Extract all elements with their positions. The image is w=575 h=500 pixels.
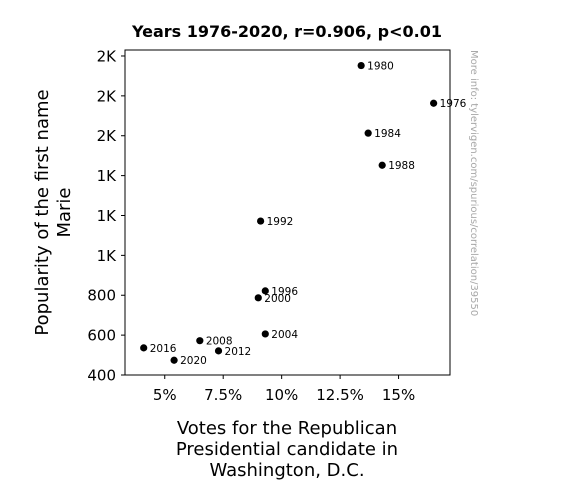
y-tick-label: 1K bbox=[97, 167, 118, 185]
data-point bbox=[170, 356, 178, 364]
x-axis-label-line: Washington, D.C. bbox=[209, 460, 364, 481]
source-watermark: More info: tylervigen.com/spurious/corre… bbox=[468, 50, 479, 316]
point-label: 1996 bbox=[271, 286, 298, 298]
data-point bbox=[196, 337, 204, 345]
data-point bbox=[214, 347, 223, 355]
data-point bbox=[430, 99, 438, 107]
chart-title: Years 1976-2020, r=0.906, p<0.01 bbox=[131, 22, 442, 41]
point-label: 2016 bbox=[150, 343, 177, 355]
y-tick-label: 2K bbox=[97, 87, 118, 105]
y-tick-label: 1K bbox=[97, 247, 118, 265]
point-label: 1992 bbox=[267, 216, 294, 228]
y-tick-label: 600 bbox=[87, 327, 116, 345]
x-axis-label-line: Presidential candidate in bbox=[176, 439, 398, 460]
data-point bbox=[357, 61, 365, 70]
point-label: 1984 bbox=[374, 128, 401, 140]
y-axis: 400 600 800 1K 1K 1K 2K 2K 2K bbox=[87, 47, 125, 385]
data-point bbox=[364, 129, 372, 137]
x-tick-label: 15% bbox=[382, 386, 415, 404]
point-label: 1976 bbox=[440, 98, 467, 110]
x-axis: 5% 7.5% 10% 12.5% 15% bbox=[153, 375, 415, 404]
point-label: 2020 bbox=[180, 355, 207, 367]
x-axis-label-line: Votes for the Republican bbox=[177, 418, 397, 439]
data-point bbox=[261, 330, 269, 338]
x-tick-label: 7.5% bbox=[204, 386, 242, 404]
y-axis-label-line: Popularity of the first name bbox=[32, 89, 53, 335]
y-tick-label: 1K bbox=[97, 207, 118, 225]
point-label: 2012 bbox=[225, 346, 252, 358]
y-tick-label: 2K bbox=[97, 127, 118, 145]
point-label: 2000 bbox=[264, 293, 291, 305]
x-tick-label: 10% bbox=[265, 386, 298, 404]
data-point bbox=[378, 161, 386, 169]
y-axis-label: Popularity of the first name Marie bbox=[32, 89, 75, 335]
y-axis-label-line: Marie bbox=[54, 187, 75, 237]
y-tick-label: 400 bbox=[87, 367, 116, 385]
point-label: 1988 bbox=[388, 160, 415, 172]
point-label: 1980 bbox=[367, 61, 394, 73]
x-tick-label: 5% bbox=[153, 386, 177, 404]
data-point bbox=[140, 344, 148, 352]
point-label: 2008 bbox=[206, 336, 233, 348]
y-tick-label: 800 bbox=[87, 287, 116, 305]
data-point bbox=[257, 217, 265, 225]
x-tick-label: 12.5% bbox=[316, 386, 364, 404]
data-point bbox=[254, 294, 262, 302]
y-tick-label: 2K bbox=[97, 47, 118, 65]
point-label: 2004 bbox=[271, 329, 298, 341]
plot-area bbox=[124, 49, 451, 376]
data-point bbox=[261, 287, 269, 295]
